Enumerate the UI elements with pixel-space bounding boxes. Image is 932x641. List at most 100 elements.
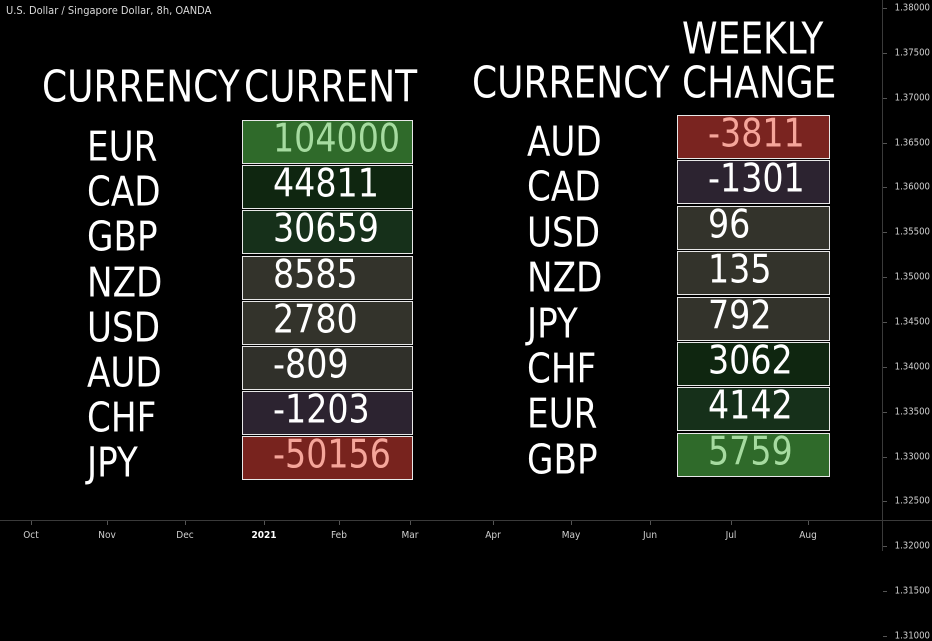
header-current: CURRENT [244, 62, 418, 113]
x-tick-mark [264, 521, 265, 525]
y-tick-label: 1.37500 [894, 47, 930, 59]
currency-label: CAD [527, 163, 601, 211]
currency-label: AUD [527, 117, 602, 166]
y-axis[interactable]: 1.38000 1.37500 1.37000 1.36500 1.36000 1.355… [882, 0, 932, 641]
value-cell: -1301 [677, 156, 830, 205]
value-text: -50156 [273, 432, 391, 478]
value-cell: 96 [677, 201, 830, 250]
x-tick-mark [107, 521, 108, 525]
y-tick-label: 1.38000 [894, 2, 930, 14]
x-tick-label: Feb [331, 530, 347, 541]
currency-label: JPY [527, 299, 578, 347]
currency-label: EUR [87, 122, 158, 171]
x-tick-mark [731, 521, 732, 525]
value-text: 96 [708, 201, 751, 247]
header-change: CHANGE [682, 58, 837, 109]
value-cell: -50156 [242, 432, 413, 481]
currency-label: JPY [87, 439, 138, 487]
y-tick-mark [883, 277, 887, 279]
value-cell: 2780 [242, 300, 413, 345]
value-text: 3062 [708, 337, 793, 383]
x-tick-label: Aug [799, 530, 817, 541]
y-tick-label: 1.32500 [894, 495, 930, 507]
currency-label: EUR [527, 390, 598, 438]
x-tick-mark [650, 521, 651, 525]
value-text: 8585 [273, 251, 358, 297]
x-tick-label: Mar [401, 530, 419, 541]
header-currency-right: CURRENCY [472, 58, 670, 109]
x-tick-label: Jul [725, 530, 737, 541]
y-tick-mark [883, 366, 887, 368]
value-text: 44811 [273, 161, 379, 207]
y-tick-mark [883, 8, 887, 9]
x-tick-mark [808, 521, 809, 525]
value-cell: -809 [242, 341, 413, 390]
header-weekly: WEEKLY [682, 14, 824, 65]
value-cell: 8585 [242, 251, 413, 300]
currency-label: CAD [87, 167, 161, 216]
currency-label: NZD [87, 258, 163, 306]
y-tick-mark [883, 232, 887, 234]
currency-label: CHF [527, 344, 597, 393]
x-tick-mark [185, 521, 186, 525]
value-text: -1301 [708, 156, 805, 202]
y-tick-mark [883, 52, 887, 54]
currency-label: CHF [87, 393, 157, 442]
chart-title: U.S. Dollar / Singapore Dollar, 8h, OAND… [6, 4, 212, 17]
y-tick-mark [883, 591, 887, 593]
x-tick-label: Dec [176, 530, 194, 541]
y-tick-label: 1.31000 [894, 630, 930, 641]
x-tick-label: Jun [642, 530, 658, 541]
x-tick-label: Apr [485, 530, 501, 541]
value-cell: 3062 [677, 337, 830, 386]
y-tick-label: 1.33500 [894, 406, 930, 418]
currency-label: GBP [527, 435, 598, 484]
currency-label: AUD [87, 348, 162, 397]
y-tick-mark [883, 187, 887, 189]
value-cell: -1203 [242, 387, 413, 436]
y-tick-mark [883, 321, 887, 323]
x-tick-mark [410, 521, 411, 525]
y-tick-mark [883, 456, 887, 458]
y-tick-label: 1.33000 [894, 451, 930, 462]
value-cell: 30659 [242, 206, 413, 255]
x-tick-label: Nov [98, 530, 116, 541]
value-cell: 792 [677, 292, 830, 341]
currency-label: USD [527, 208, 601, 257]
x-tick-mark [571, 521, 572, 525]
y-tick-label: 1.32000 [894, 540, 930, 552]
y-tick-label: 1.35500 [894, 226, 930, 238]
value-text: 30659 [273, 206, 379, 252]
value-text: 104000 [273, 115, 401, 161]
x-tick-label: 2021 [251, 530, 277, 541]
x-axis[interactable]: Oct Nov Dec 2021 Feb Mar Apr May Jun Jul Aug [0, 520, 882, 551]
value-text: 792 [708, 292, 772, 338]
y-tick-mark [883, 142, 887, 144]
y-tick-mark [883, 546, 887, 548]
y-tick-label: 1.31500 [894, 585, 930, 597]
currency-label: NZD [527, 253, 603, 302]
value-text: 135 [708, 247, 772, 293]
y-tick-label: 1.34500 [894, 316, 930, 328]
value-cell: 44811 [242, 161, 413, 210]
value-cell: 104000 [242, 115, 413, 164]
x-tick-label: Oct [23, 530, 39, 541]
y-tick-mark [883, 97, 887, 99]
value-cell: 4142 [677, 383, 830, 432]
chart-area[interactable]: U.S. Dollar / Singapore Dollar, 8h, OAND… [0, 0, 882, 520]
currency-label: USD [87, 303, 161, 352]
y-tick-label: 1.37000 [894, 92, 930, 104]
value-text: -3811 [708, 110, 805, 156]
y-tick-label: 1.36500 [894, 137, 930, 149]
axis-corner [882, 520, 932, 551]
value-text: 4142 [708, 383, 793, 429]
value-text: -809 [273, 341, 349, 387]
x-tick-mark [31, 521, 32, 525]
y-tick-mark [883, 411, 887, 413]
value-cell: -3811 [677, 110, 830, 159]
value-text: -1203 [273, 387, 370, 433]
y-tick-label: 1.35000 [894, 271, 930, 283]
value-cell: 135 [677, 247, 830, 296]
header-currency-left: CURRENCY [42, 62, 240, 113]
currency-label: GBP [87, 213, 158, 261]
